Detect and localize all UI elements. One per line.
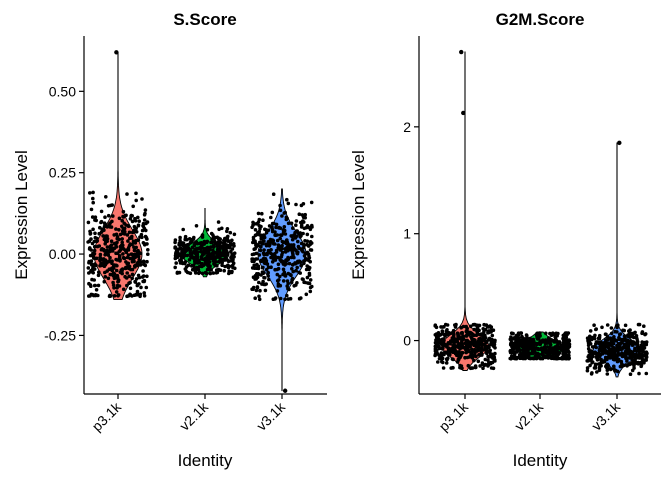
x-ticks: p3.1k v2.1k v3.1k <box>436 394 624 434</box>
y-axis-label: Expression Level <box>12 150 31 279</box>
chart-title: S.Score <box>173 10 236 29</box>
outlier-point <box>617 140 622 146</box>
outlier-point <box>114 50 119 55</box>
x-axis-label: Identity <box>513 451 568 470</box>
chart-title: G2M.Score <box>496 10 585 29</box>
y-tick-label: 0.25 <box>49 165 76 181</box>
x-tick-label: v3.1k <box>588 398 624 434</box>
outlier-point <box>459 49 464 55</box>
jitter-points <box>86 50 314 393</box>
outlier-point <box>282 388 288 393</box>
points-v2.1k <box>508 331 572 361</box>
panel-s-score: S.Score -0.25 0.00 0.25 0.50 p3.1k v2.1k v3.1… <box>12 10 327 470</box>
y-tick-label: 0 <box>403 333 411 349</box>
panel-g2m-score: G2M.Score 0 1 2 p3.1k v2.1k v3.1k Identity E… <box>349 10 661 470</box>
y-tick-label: 0.00 <box>49 246 76 262</box>
x-ticks: p3.1k v2.1k v3.1k <box>89 394 289 434</box>
x-tick-label: v2.1k <box>511 398 547 434</box>
x-axis-label: Identity <box>178 451 233 470</box>
y-tick-label: 0.50 <box>49 83 76 99</box>
y-ticks: -0.25 0.00 0.25 0.50 <box>44 83 84 343</box>
jitter-points <box>433 49 649 376</box>
x-tick-label: v2.1k <box>176 398 212 434</box>
violin-p3.1k <box>440 51 490 371</box>
x-tick-label: p3.1k <box>89 398 125 434</box>
x-tick-label: v3.1k <box>253 398 289 434</box>
violins <box>93 51 307 392</box>
y-axis-label: Expression Level <box>349 150 368 279</box>
points-v3.1k <box>585 322 649 376</box>
points-p3.1k <box>433 322 497 371</box>
y-tick-label: 2 <box>403 119 411 135</box>
x-tick-label: p3.1k <box>436 398 472 434</box>
points-v2.1k <box>173 220 237 276</box>
y-ticks: 0 1 2 <box>403 119 419 349</box>
points-p3.1k <box>86 190 150 299</box>
outlier-point <box>461 110 466 116</box>
y-tick-label: 1 <box>403 226 411 242</box>
violin-v3.1k <box>592 142 642 378</box>
y-tick-label: -0.25 <box>44 327 76 343</box>
points-v3.1k <box>250 192 314 302</box>
